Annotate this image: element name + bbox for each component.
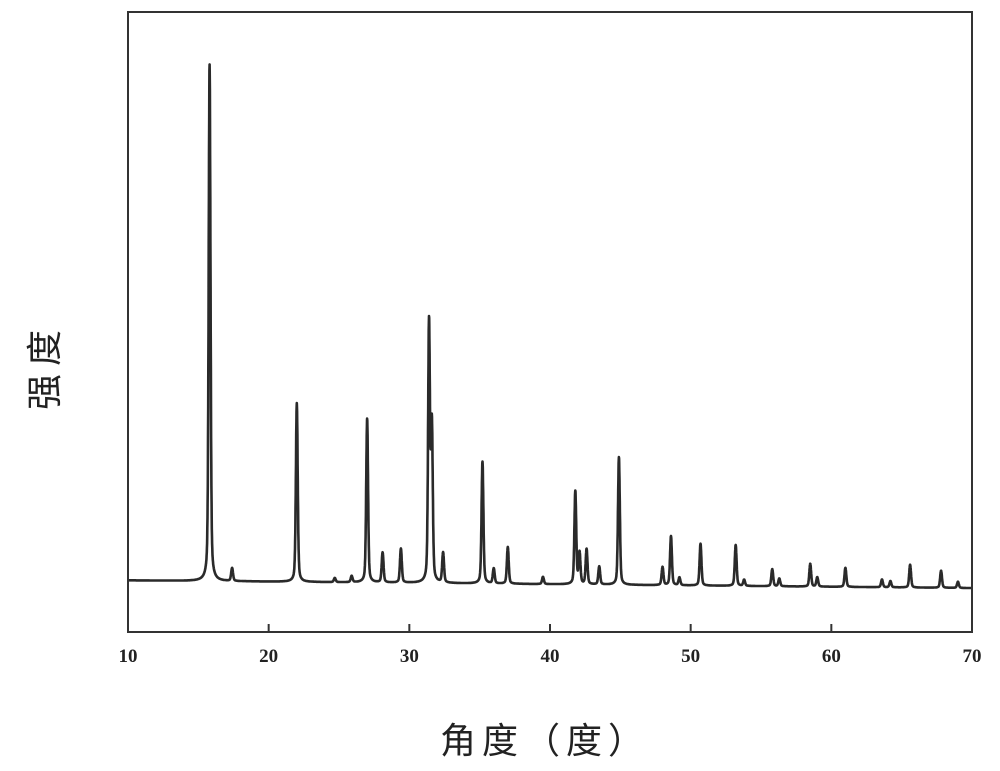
- x-tick-label: 50: [681, 646, 700, 667]
- x-axis-label: 角度（度）: [440, 721, 651, 762]
- x-tick-label: 30: [400, 646, 419, 667]
- y-axis-label: 强度: [25, 322, 66, 411]
- plot-frame: [127, 11, 973, 633]
- xrd-pattern-line: [126, 63, 974, 590]
- x-tick-label: 60: [822, 646, 841, 667]
- x-tick-label: 70: [963, 646, 982, 667]
- x-tick-label: 20: [259, 646, 278, 667]
- x-tick-label: 40: [541, 646, 560, 667]
- x-tick-label: 10: [119, 646, 138, 667]
